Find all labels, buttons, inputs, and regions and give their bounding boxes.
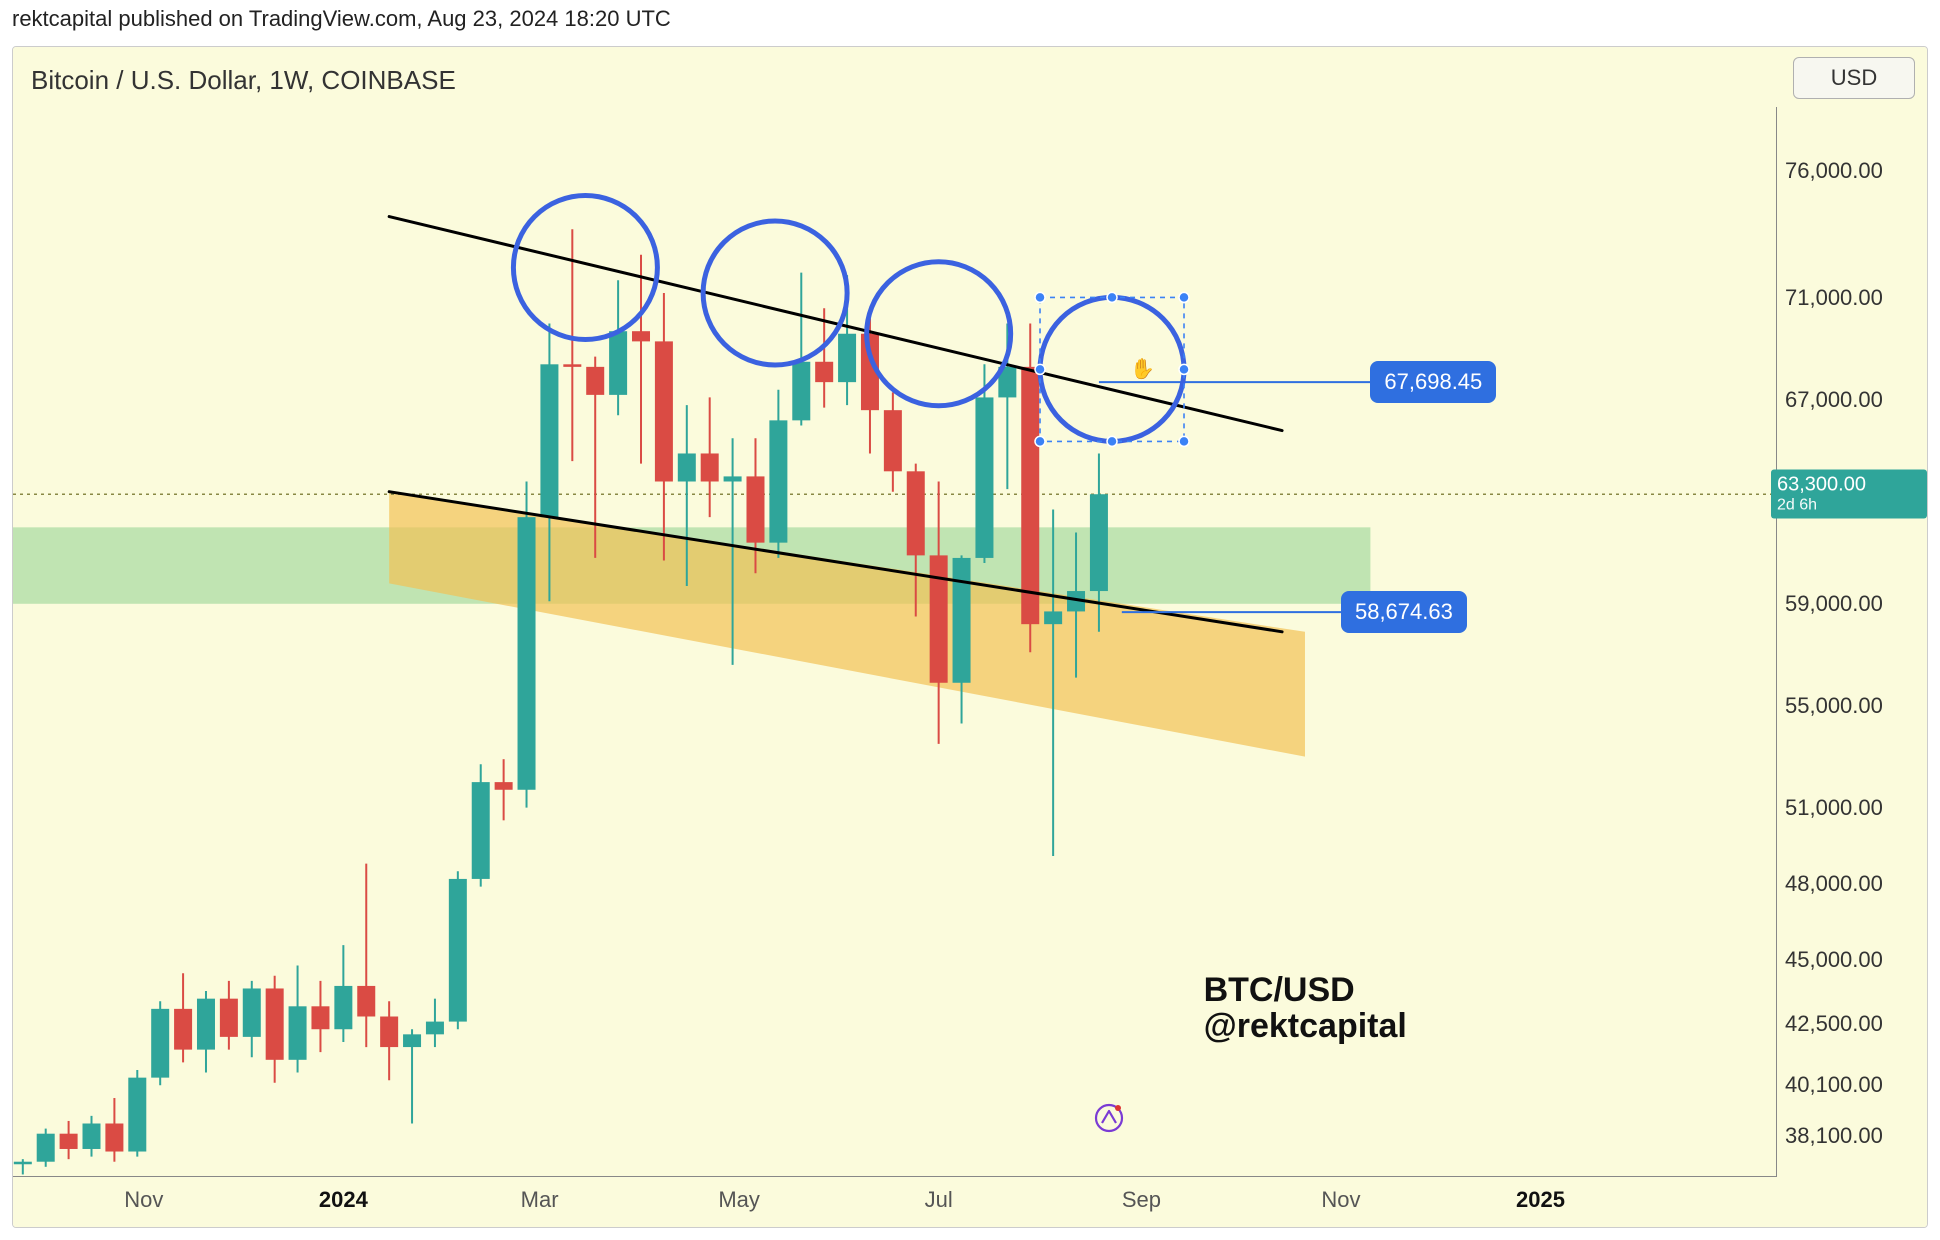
x-tick: Sep	[1122, 1187, 1161, 1213]
y-tick: 59,000.00	[1785, 591, 1883, 617]
y-axis[interactable]: 63,300.00 2d 6h 76,000.00 71,000.00 67,000…	[1777, 107, 1927, 1177]
y-tick: 45,000.00	[1785, 947, 1883, 973]
x-tick: Nov	[124, 1187, 163, 1213]
publish-header: rektcapital published on TradingView.com…	[12, 6, 671, 32]
svg-text:✋: ✋	[1130, 356, 1155, 380]
x-axis[interactable]: Nov 2024 Mar May Jul Sep Nov 2025	[13, 1176, 1777, 1227]
y-tick: 51,000.00	[1785, 795, 1883, 821]
y-tick: 71,000.00	[1785, 285, 1883, 311]
price-callout-lower[interactable]: 58,674.63	[1341, 591, 1467, 633]
chart-title: Bitcoin / U.S. Dollar, 1W, COINBASE	[31, 65, 456, 96]
watermark: BTC/USD @rektcapital	[1204, 973, 1407, 1044]
spark-icon[interactable]	[1092, 1101, 1126, 1135]
y-tick: 38,100.00	[1785, 1123, 1883, 1149]
current-price-marker: 63,300.00 2d 6h	[1771, 470, 1927, 519]
y-tick: 48,000.00	[1785, 871, 1883, 897]
x-tick: May	[718, 1187, 760, 1213]
price-callout-upper[interactable]: 67,698.45	[1370, 361, 1496, 403]
y-tick: 76,000.00	[1785, 158, 1883, 184]
y-tick: 42,500.00	[1785, 1011, 1883, 1037]
y-tick: 67,000.00	[1785, 387, 1883, 413]
y-tick: 55,000.00	[1785, 693, 1883, 719]
x-tick: Nov	[1321, 1187, 1360, 1213]
x-tick: Mar	[521, 1187, 559, 1213]
candlestick-svg: ✋	[13, 107, 1776, 1177]
current-price-value: 63,300.00	[1777, 474, 1866, 496]
countdown-label: 2d 6h	[1777, 497, 1921, 515]
chart-container[interactable]: USD Bitcoin / U.S. Dollar, 1W, COINBASE …	[12, 46, 1928, 1228]
currency-badge[interactable]: USD	[1793, 57, 1915, 99]
plot-area[interactable]: ✋ BTC/USD @rektcapital 67,698.45 58,674.…	[13, 107, 1777, 1177]
y-tick: 40,100.00	[1785, 1072, 1883, 1098]
watermark-line2: @rektcapital	[1204, 1009, 1407, 1045]
watermark-line1: BTC/USD	[1204, 973, 1407, 1009]
x-tick: 2024	[319, 1187, 368, 1213]
x-tick: Jul	[925, 1187, 953, 1213]
x-tick: 2025	[1516, 1187, 1565, 1213]
